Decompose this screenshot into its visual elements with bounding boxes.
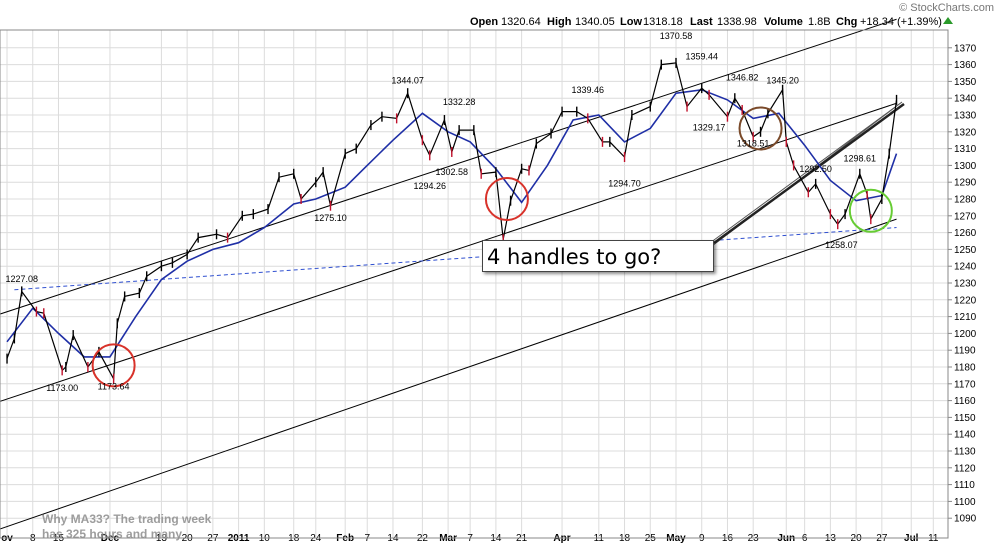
- price-annotation: 1329.17: [693, 122, 726, 132]
- y-tick-label: 1210: [954, 312, 977, 323]
- highlight-circle-red: [91, 343, 136, 388]
- y-tick-label: 1230: [954, 279, 977, 290]
- callout-box: 4 handles to go?: [482, 240, 714, 272]
- y-tick-label: 1270: [954, 211, 977, 222]
- y-tick-label: 1350: [954, 77, 977, 88]
- y-tick-label: 1100: [954, 497, 976, 508]
- y-tick-label: 1090: [954, 514, 977, 525]
- price-annotation: 1173.64: [98, 382, 130, 392]
- y-tick-label: 1180: [954, 363, 976, 374]
- y-tick-label: 1260: [954, 228, 977, 239]
- y-tick-label: 1280: [954, 195, 977, 206]
- price-annotation: 1173.00: [46, 383, 78, 393]
- price-annotation: 1294.26: [413, 181, 446, 191]
- y-tick-label: 1290: [954, 178, 977, 189]
- y-tick-label: 1150: [954, 413, 976, 424]
- channel-line: [0, 218, 897, 530]
- price-annotation: 1292.50: [799, 164, 832, 174]
- y-tick-label: 1200: [954, 329, 977, 340]
- plot-frame: [0, 29, 949, 539]
- highlight-circle-brown: [738, 106, 783, 151]
- y-tick-label: 1190: [954, 346, 976, 357]
- last-value: 1338.98: [717, 16, 757, 28]
- ma33-line: [6, 88, 898, 358]
- price-annotation: 1298.61: [844, 154, 877, 164]
- highlight-circles: [91, 106, 893, 388]
- highlight-circle-red: [484, 177, 529, 221]
- price-annotation: 1339.46: [572, 85, 605, 95]
- price-annotation: 1346.82: [726, 73, 759, 83]
- high-label: High: [547, 16, 572, 28]
- price-annotation: 1370.58: [660, 31, 693, 41]
- price-annotation: 1227.08: [5, 274, 38, 284]
- y-tick-label: 1330: [954, 111, 977, 122]
- grid: [0, 30, 948, 538]
- callout-wedge-shadow: [713, 102, 905, 245]
- up-arrow-icon: [943, 17, 953, 24]
- y-axis: 1090 1100 1110 1120 1130 1140 1150 1160 1170 1180…: [948, 43, 977, 525]
- y-tick-label: 1170: [954, 379, 976, 390]
- y-tick-label: 1340: [954, 94, 977, 105]
- quote-header: Open 1320.64 High 1340.05 Low 1318.18 La…: [470, 16, 953, 28]
- y-tick-label: 1220: [954, 295, 977, 306]
- y-tick-label: 1140: [954, 430, 976, 441]
- moving-average: [6, 88, 898, 358]
- high-value: 1340.05: [575, 16, 615, 28]
- price-annotation: 1332.28: [443, 97, 476, 107]
- y-tick-label: 1320: [954, 127, 977, 138]
- brand-label: © StockCharts.com: [899, 2, 994, 14]
- last-label: Last: [690, 16, 713, 28]
- y-tick-label: 1370: [954, 43, 977, 54]
- channel-line: [0, 18, 897, 315]
- y-tick-label: 1110: [954, 480, 975, 491]
- price-annotations: 1227.08 1173.00 1173.64 1275.10 1344.07 1294.…: [5, 31, 876, 393]
- chg-label: Chg: [836, 16, 857, 28]
- y-tick-label: 1310: [954, 144, 977, 155]
- price-series: [6, 57, 898, 384]
- watermark-line-2: has 325 hours and many: [42, 527, 183, 541]
- price-annotation: 1359.44: [685, 52, 718, 62]
- y-tick-label: 1300: [954, 161, 977, 172]
- volume-value: 1.8B: [808, 16, 831, 28]
- open-value: 1320.64: [501, 16, 541, 28]
- open-label: Open: [470, 16, 498, 28]
- y-tick-label: 1250: [954, 245, 977, 256]
- price-annotation: 1344.07: [391, 75, 424, 85]
- y-tick-label: 1130: [954, 447, 976, 458]
- y-tick-label: 1160: [954, 396, 976, 407]
- channel-line: [0, 102, 897, 402]
- price-annotation: 1302.58: [436, 167, 469, 177]
- y-tick-label: 1240: [954, 262, 977, 273]
- price-annotation: 1275.10: [314, 213, 347, 223]
- watermark-line-1: Why MA33? The trading week: [42, 512, 212, 526]
- volume-label: Volume: [764, 16, 803, 28]
- y-tick-label: 1120: [954, 463, 976, 474]
- y-tick-label: 1360: [954, 60, 977, 71]
- chg-value: +18.34 (+1.39%): [860, 16, 942, 28]
- price-annotation: 1318.51: [737, 138, 770, 148]
- price-annotation: 1294.70: [608, 178, 641, 188]
- highlight-circle-green: [848, 188, 893, 233]
- price-annotation: 1345.20: [766, 75, 799, 85]
- watermark-text: Why MA33? The trading week has 325 hours…: [42, 512, 211, 542]
- low-value: 1318.18: [643, 16, 683, 28]
- price-annotation: 1258.07: [825, 240, 858, 250]
- low-label: Low: [620, 16, 642, 28]
